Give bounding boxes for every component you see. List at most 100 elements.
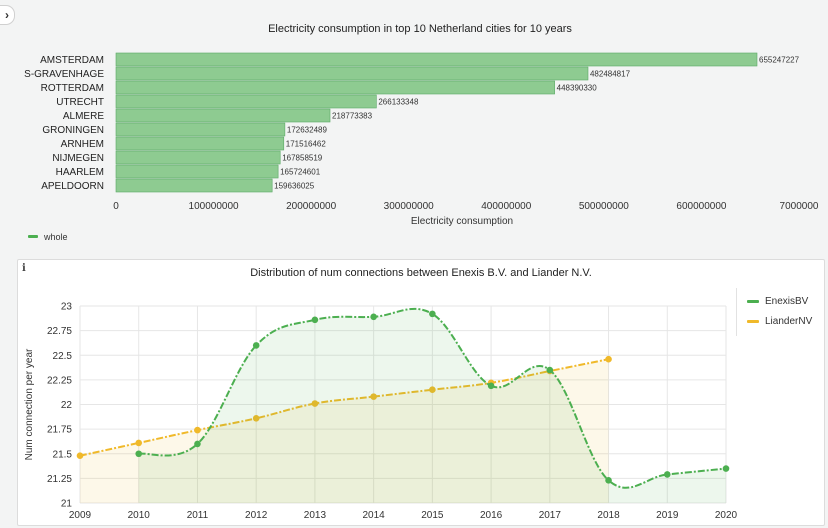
bar-rotterdam bbox=[115, 80, 555, 95]
bar-value-label: 172632489 bbox=[287, 126, 328, 135]
category-label: APELDOORN bbox=[41, 181, 104, 192]
x-tick-label: 0 bbox=[113, 201, 119, 212]
y-tick-label: 22 bbox=[61, 400, 73, 411]
x-tick-label: 7000000 bbox=[780, 201, 819, 212]
x-tick-label: 500000000 bbox=[579, 201, 629, 212]
category-label: ALMERE bbox=[63, 111, 104, 122]
y-tick-label: 21.5 bbox=[53, 449, 73, 460]
connections-panel: i Distribution of num connections betwee… bbox=[17, 259, 825, 526]
y-tick-label: 23 bbox=[61, 302, 73, 313]
x-tick-label: 2018 bbox=[597, 510, 620, 521]
category-label: AMSTERDAM bbox=[40, 55, 104, 66]
category-label: ARNHEM bbox=[61, 139, 104, 150]
x-tick-label: 2009 bbox=[69, 510, 92, 521]
bar-value-label: 171516462 bbox=[286, 140, 327, 149]
legend-label-whole: whole bbox=[43, 232, 68, 242]
legend-swatch-enexis bbox=[747, 300, 759, 303]
y-tick-label: 22.5 bbox=[53, 351, 73, 362]
bar-value-label: 159636025 bbox=[274, 182, 315, 191]
category-label: NIJMEGEN bbox=[52, 153, 104, 164]
y-tick-label: 21 bbox=[61, 499, 73, 510]
connections-area-chart: Distribution of num connections between … bbox=[24, 267, 738, 521]
legend-item-enexis[interactable]: EnexisBV bbox=[747, 296, 808, 307]
point-enexisbv bbox=[252, 342, 260, 349]
y-tick-label: 22.75 bbox=[47, 326, 72, 337]
x-tick-label: 2019 bbox=[656, 510, 679, 521]
x-tick-label: 2010 bbox=[128, 510, 151, 521]
connections-legend: EnexisBV LianderNV bbox=[736, 288, 824, 336]
x-axis-label: Electricity consumption bbox=[411, 216, 513, 227]
x-tick-label: 2020 bbox=[715, 510, 738, 521]
consumption-bar-chart: Electricity consumption in top 10 Nether… bbox=[24, 23, 819, 242]
legend-label-enexis: EnexisBV bbox=[765, 296, 809, 307]
bar-s-gravenhage bbox=[115, 66, 589, 81]
sidebar-toggle-button[interactable]: › bbox=[0, 5, 15, 25]
point-liandernv bbox=[370, 393, 377, 400]
x-tick-label: 400000000 bbox=[481, 201, 531, 212]
bar-utrecht bbox=[115, 94, 377, 109]
x-tick-label: 600000000 bbox=[676, 201, 726, 212]
legend-swatch-liander bbox=[747, 320, 759, 323]
point-liandernv bbox=[311, 400, 319, 407]
x-tick-label: 2016 bbox=[480, 510, 503, 521]
bar-value-label: 482484817 bbox=[590, 70, 631, 79]
info-icon[interactable]: i bbox=[22, 263, 26, 274]
line-enexisbv bbox=[138, 307, 727, 489]
point-enexisbv bbox=[605, 477, 612, 484]
y-tick-label: 22.25 bbox=[47, 375, 72, 386]
chart-title: Electricity consumption in top 10 Nether… bbox=[268, 23, 572, 35]
point-enexisbv bbox=[194, 440, 201, 448]
x-tick-label: 2017 bbox=[539, 510, 562, 521]
bar-arnhem bbox=[115, 136, 285, 151]
point-enexisbv bbox=[722, 465, 730, 472]
legend-item-liander[interactable]: LianderNV bbox=[747, 316, 812, 327]
x-tick-label: 2012 bbox=[245, 510, 268, 521]
category-label: GRONINGEN bbox=[42, 125, 104, 136]
point-enexisbv bbox=[663, 471, 671, 478]
legend-label-liander: LianderNV bbox=[765, 316, 813, 327]
x-tick-label: 2011 bbox=[187, 510, 209, 521]
y-tick-label: 21.75 bbox=[47, 425, 72, 436]
bar-value-label: 218773383 bbox=[332, 112, 373, 121]
bar-apeldoorn bbox=[115, 178, 273, 193]
category-label: HAARLEM bbox=[56, 167, 104, 178]
point-enexisbv bbox=[311, 316, 319, 324]
point-enexisbv bbox=[487, 382, 495, 390]
point-enexisbv bbox=[370, 313, 377, 321]
bar-groningen bbox=[115, 122, 286, 137]
point-enexisbv bbox=[546, 366, 554, 374]
x-tick-label: 200000000 bbox=[286, 201, 336, 212]
area-enexisbv bbox=[138, 308, 726, 503]
point-enexisbv bbox=[135, 450, 143, 458]
x-tick-label: 300000000 bbox=[384, 201, 434, 212]
legend-swatch-whole bbox=[28, 235, 38, 238]
bar-value-label: 448390330 bbox=[557, 84, 598, 93]
point-liandernv bbox=[605, 355, 612, 363]
point-liandernv bbox=[135, 439, 143, 447]
x-tick-label: 2014 bbox=[363, 510, 386, 521]
line-liandernv bbox=[79, 358, 609, 457]
x-tick-label: 100000000 bbox=[189, 201, 239, 212]
bar-value-label: 165724601 bbox=[280, 168, 321, 177]
bar-value-label: 655247227 bbox=[759, 56, 800, 65]
point-enexisbv bbox=[429, 310, 436, 318]
point-liandernv bbox=[429, 386, 436, 394]
point-liandernv bbox=[194, 426, 201, 434]
x-tick-label: 2015 bbox=[421, 510, 444, 521]
point-liandernv bbox=[252, 414, 260, 422]
chart-title: Distribution of num connections between … bbox=[250, 267, 592, 279]
bar-amsterdam bbox=[115, 52, 758, 67]
bar-value-label: 266133348 bbox=[378, 98, 419, 107]
category-label: UTRECHT bbox=[56, 97, 104, 108]
category-label: ROTTERDAM bbox=[41, 83, 104, 94]
chevron-right-icon: › bbox=[5, 8, 9, 22]
x-tick-label: 2013 bbox=[304, 510, 327, 521]
area-liandernv bbox=[80, 359, 609, 503]
category-label: S-GRAVENHAGE bbox=[24, 69, 104, 80]
bar-value-label: 167858519 bbox=[282, 154, 323, 163]
point-liandernv bbox=[76, 452, 84, 460]
y-axis-label: Num connection per year bbox=[24, 348, 35, 460]
bar-almere bbox=[115, 108, 331, 123]
y-tick-label: 21.25 bbox=[47, 474, 72, 485]
bar-nijmegen bbox=[115, 150, 281, 165]
